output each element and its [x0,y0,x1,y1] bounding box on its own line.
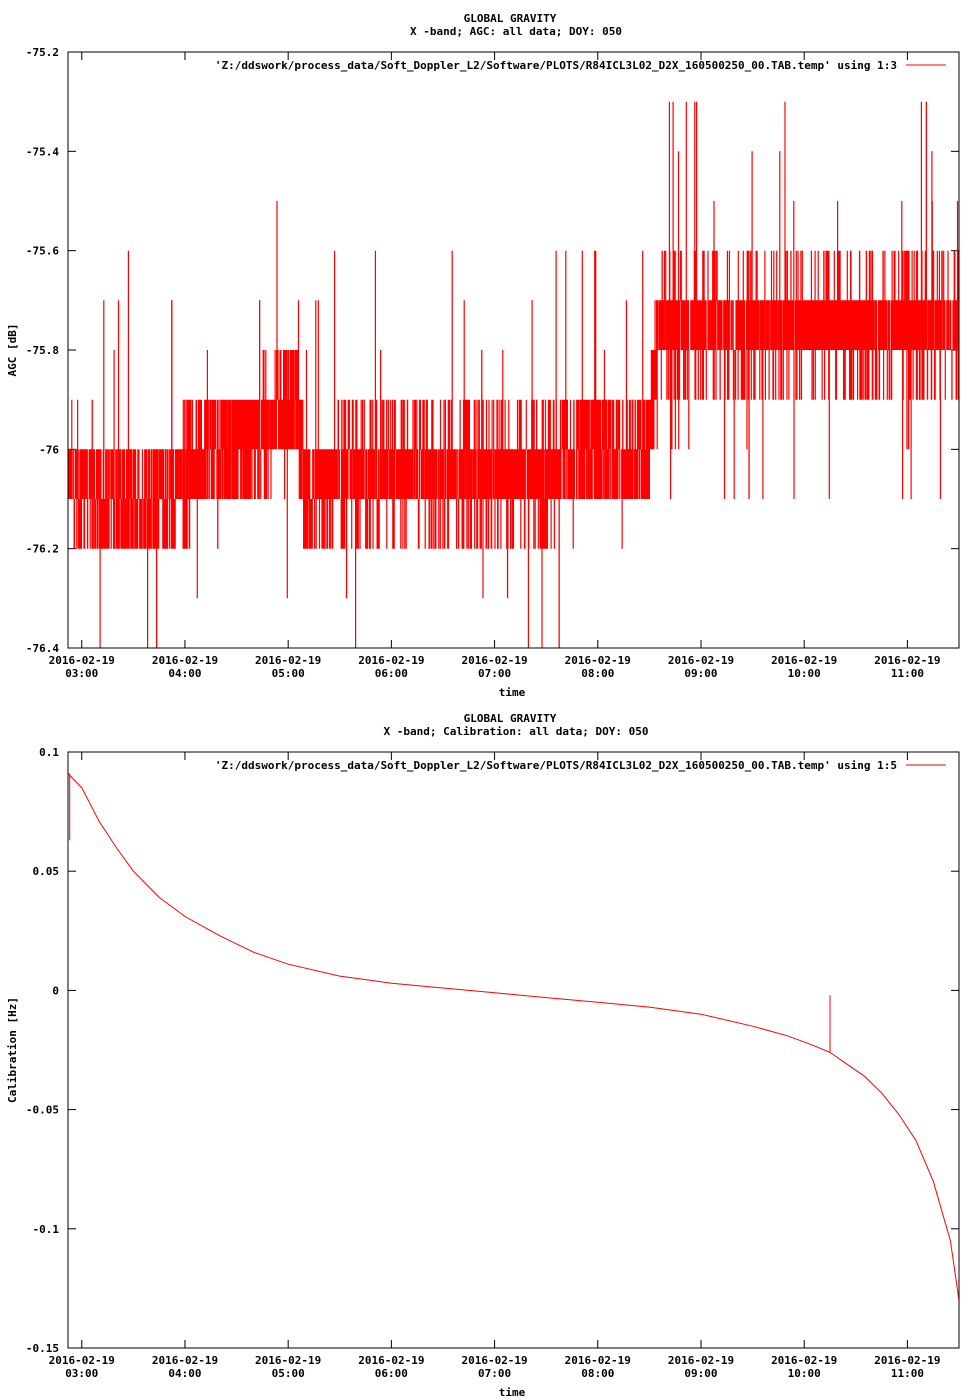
x-tick-time: 03:00 [65,1367,98,1380]
x-tick-date: 2016-02-19 [668,654,734,667]
x-tick-date: 2016-02-19 [771,1354,837,1367]
x-tick-labels: 2016-02-1903:002016-02-1904:002016-02-19… [49,654,941,680]
x-axis-label: time [499,686,526,699]
chart-subtitle: X -band; AGC: all data; DOY: 050 [410,25,622,38]
x-tick-date: 2016-02-19 [152,654,218,667]
y-tick-label: -76 [39,443,59,456]
x-tick-date: 2016-02-19 [874,654,940,667]
y-tick-label: -0.05 [26,1104,59,1117]
x-tick-time: 04:00 [168,667,201,680]
x-tick-date: 2016-02-19 [358,1354,424,1367]
x-tick-date: 2016-02-19 [565,1354,631,1367]
y-tick-label: -75.2 [26,46,59,59]
x-tick-time: 10:00 [788,1367,821,1380]
x-tick-date: 2016-02-19 [255,654,321,667]
x-tick-time: 03:00 [65,667,98,680]
x-tick-date: 2016-02-19 [565,654,631,667]
x-tick-time: 07:00 [478,1367,511,1380]
x-tick-time: 11:00 [891,667,924,680]
x-tick-time: 08:00 [581,1367,614,1380]
x-tick-date: 2016-02-19 [255,1354,321,1367]
legend: 'Z:/ddswork/process_data/Soft_Doppler_L2… [215,759,946,772]
y-tick-label: -75.4 [26,145,59,158]
x-tick-date: 2016-02-19 [874,1354,940,1367]
y-tick-label: -0.15 [26,1342,59,1355]
y-tick-labels: -75.2 -75.4 -75.6 -75.8 -76 -76.2 -76.4 [26,46,59,655]
legend-entry-label: 'Z:/ddswork/process_data/Soft_Doppler_L2… [215,759,897,772]
y-tick-label: -76.4 [26,642,59,655]
chart-title: GLOBAL GRAVITY [464,712,557,725]
plot-frame [67,751,960,1349]
x-tick-date: 2016-02-19 [771,654,837,667]
y-tick-label: -0.1 [33,1223,60,1236]
x-tick-time: 09:00 [684,1367,717,1380]
y-tick-labels: 0.1 0.05 0 -0.05 -0.1 -0.15 [26,746,59,1355]
y-axis-label: Calibration [Hz] [6,997,19,1103]
x-tick-time: 08:00 [581,667,614,680]
x-tick-time: 06:00 [375,667,408,680]
x-tick-time: 05:00 [272,667,305,680]
x-tick-time: 04:00 [168,1367,201,1380]
x-tick-date: 2016-02-19 [461,654,527,667]
y-tick-label: 0.05 [33,865,60,878]
y-tick-label: -75.6 [26,245,59,258]
y-tick-label: 0 [52,984,59,997]
plot-frame [67,51,960,649]
x-axis-label: time [499,1386,526,1399]
y-tick-label: 0.1 [39,746,59,759]
x-tick-time: 11:00 [891,1367,924,1380]
x-tick-date: 2016-02-19 [152,1354,218,1367]
x-tick-time: 05:00 [272,1367,305,1380]
chart-title: GLOBAL GRAVITY [464,12,557,25]
y-tick-label: -76.2 [26,543,59,556]
x-tick-time: 09:00 [684,667,717,680]
x-tick-time: 07:00 [478,667,511,680]
chart-subtitle: X -band; Calibration: all data; DOY: 050 [384,725,649,738]
x-tick-time: 10:00 [788,667,821,680]
legend: 'Z:/ddswork/process_data/Soft_Doppler_L2… [215,59,946,72]
legend-entry-label: 'Z:/ddswork/process_data/Soft_Doppler_L2… [215,59,897,72]
x-tick-date: 2016-02-19 [358,654,424,667]
chart-calibration: GLOBAL GRAVITY X -band; Calibration: all… [6,712,960,1399]
y-tick-label: -75.8 [26,344,59,357]
chart-agc: GLOBAL GRAVITY X -band; AGC: all data; D… [6,12,960,699]
x-tick-time: 06:00 [375,1367,408,1380]
y-axis-label: AGC [dB] [6,324,19,377]
data-series-calibration [67,773,960,1301]
x-tick-date: 2016-02-19 [668,1354,734,1367]
x-tick-date: 2016-02-19 [49,1354,115,1367]
x-tick-date: 2016-02-19 [49,654,115,667]
x-tick-labels: 2016-02-1903:002016-02-1904:002016-02-19… [49,1354,941,1380]
x-tick-date: 2016-02-19 [461,1354,527,1367]
